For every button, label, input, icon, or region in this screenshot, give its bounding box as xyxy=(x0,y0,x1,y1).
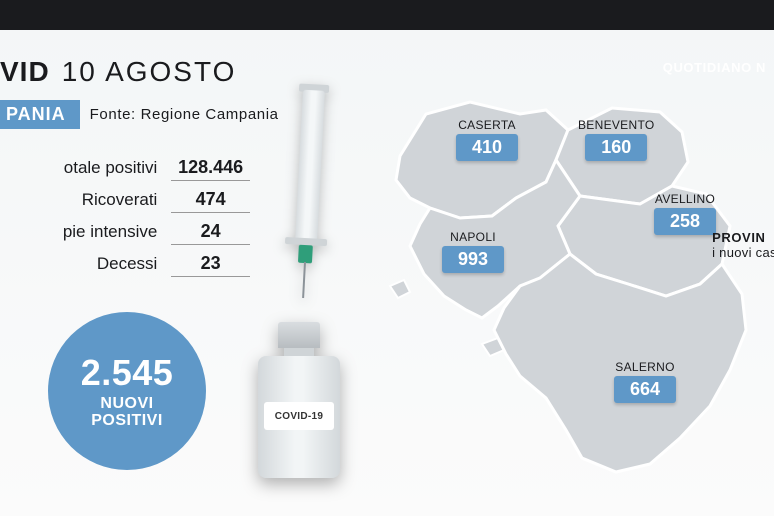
syringe-hub xyxy=(298,245,313,264)
province-label-avellino: AVELLINO 258 xyxy=(654,192,716,235)
map-svg xyxy=(370,86,774,506)
new-positives-circle: 2.545 NUOVI POSITIVI xyxy=(48,312,206,470)
syringe-body xyxy=(295,90,325,241)
vial-label: COVID-19 xyxy=(264,402,334,430)
province-value-chip: 160 xyxy=(585,134,647,161)
stat-value: 128.446 xyxy=(171,155,250,181)
province-label-napoli: NAPOLI 993 xyxy=(442,230,504,273)
new-positives-label-line2: POSITIVI xyxy=(91,413,163,430)
new-positives-label: NUOVI POSITIVI xyxy=(91,396,163,430)
stat-row: Decessi 23 xyxy=(0,248,250,280)
province-value-chip: 410 xyxy=(456,134,518,161)
title-strong: VID xyxy=(0,56,50,88)
stat-value: 474 xyxy=(171,187,250,213)
vial-cap xyxy=(278,322,320,348)
province-value-chip: 258 xyxy=(654,208,716,235)
province-name: NAPOLI xyxy=(450,230,496,244)
campania-map: CASERTA 410 BENEVENTO 160 AVELLINO 258 N… xyxy=(370,86,774,506)
region-row: PANIA Fonte: Regione Campania xyxy=(0,100,279,129)
stat-value: 24 xyxy=(171,219,250,245)
stat-label: Decessi xyxy=(0,254,157,274)
syringe-icon xyxy=(282,89,335,301)
stat-value: 23 xyxy=(171,251,250,277)
page-title: VID 10 AGOSTO xyxy=(0,56,236,88)
stat-label: Ricoverati xyxy=(0,190,157,210)
topbar xyxy=(0,0,774,30)
province-name: SALERNO xyxy=(615,360,674,374)
stats-table: otale positivi 128.446 Ricoverati 474 pi… xyxy=(0,152,250,280)
province-value-chip: 664 xyxy=(614,376,676,403)
title-date: 10 AGOSTO xyxy=(62,56,237,88)
side-caption-line1: PROVIN xyxy=(712,230,774,245)
vial-icon: COVID-19 xyxy=(258,322,340,482)
province-name: CASERTA xyxy=(458,118,516,132)
side-caption-line2: i nuovi casi xyxy=(712,245,774,260)
map-group xyxy=(390,102,746,472)
side-caption: PROVIN i nuovi casi xyxy=(712,230,774,260)
stat-label: pie intensive xyxy=(0,222,157,242)
infographic-canvas: QUOTIDIANO N VID 10 AGOSTO PANIA Fonte: … xyxy=(0,0,774,516)
new-positives-number: 2.545 xyxy=(81,352,174,394)
province-label-salerno: SALERNO 664 xyxy=(614,360,676,403)
province-value-chip: 993 xyxy=(442,246,504,273)
masthead: QUOTIDIANO N xyxy=(663,60,766,75)
province-label-benevento: BENEVENTO 160 xyxy=(578,118,655,161)
province-label-caserta: CASERTA 410 xyxy=(456,118,518,161)
region-chip: PANIA xyxy=(0,100,80,129)
province-name: AVELLINO xyxy=(655,192,715,206)
stat-label: otale positivi xyxy=(0,158,157,178)
syringe-needle xyxy=(302,262,306,298)
stat-row: Ricoverati 474 xyxy=(0,184,250,216)
source-label: Fonte: Regione Campania xyxy=(90,106,279,123)
province-name: BENEVENTO xyxy=(578,118,655,132)
island-1-shape xyxy=(390,280,410,298)
new-positives-label-line1: NUOVI xyxy=(91,396,163,413)
stat-row: otale positivi 128.446 xyxy=(0,152,250,184)
stat-row: pie intensive 24 xyxy=(0,216,250,248)
